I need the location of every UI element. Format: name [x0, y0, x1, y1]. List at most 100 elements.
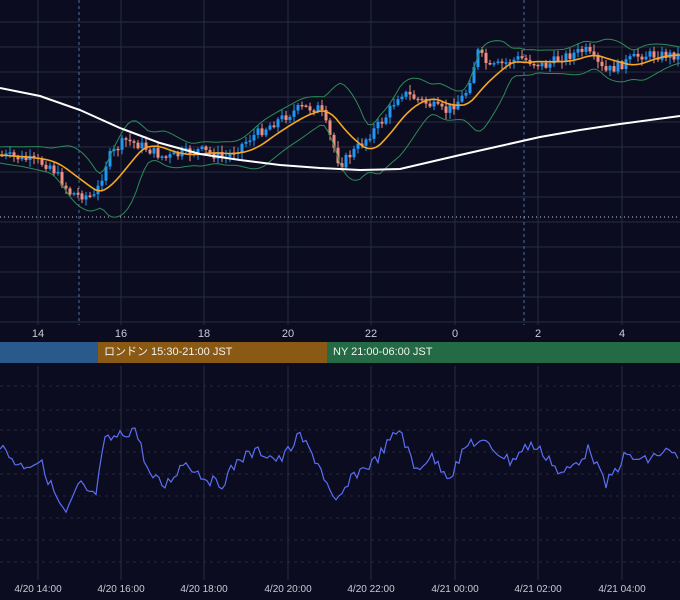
candle-body	[12, 152, 16, 157]
candle-body	[576, 48, 580, 53]
candle-body	[104, 166, 108, 181]
candle-body	[364, 139, 368, 146]
candle-body	[56, 171, 60, 174]
candle-body	[348, 154, 352, 158]
candle-body	[272, 125, 276, 128]
oscillator-chart[interactable]	[0, 366, 680, 580]
candle-body	[152, 148, 156, 154]
candle-body	[480, 49, 484, 53]
oscillator-line	[0, 427, 679, 514]
candle-body	[520, 56, 524, 59]
candle-body	[228, 153, 232, 157]
candle-body	[196, 149, 200, 154]
price-chart[interactable]	[0, 0, 680, 325]
candle-body	[428, 103, 432, 107]
candle-body	[300, 104, 304, 107]
candle-body	[460, 95, 464, 102]
candle-body	[388, 105, 392, 118]
candle-body	[340, 163, 344, 168]
candle-body	[372, 128, 376, 139]
x-tick-label: 20	[281, 328, 295, 340]
candle-body	[244, 141, 248, 144]
candle-body	[412, 94, 416, 99]
candle-body	[240, 143, 244, 153]
candle-body	[500, 61, 504, 64]
candle-body	[164, 156, 168, 158]
candle-body	[100, 180, 104, 186]
candle-body	[48, 165, 52, 169]
candle-body	[396, 99, 400, 105]
candle-body	[648, 51, 652, 57]
candle-body	[4, 153, 8, 156]
candle-body	[148, 149, 152, 154]
candle-body	[16, 156, 20, 160]
candle-body	[368, 138, 372, 141]
session-newyork: NY 21:00-06:00 JST	[327, 342, 680, 363]
candle-body	[608, 66, 612, 71]
candle-body	[132, 141, 136, 143]
x-tick-label: 4/20 16:00	[97, 584, 145, 595]
candle-body	[140, 142, 144, 149]
candle-body	[380, 121, 384, 124]
bollinger-upper-band	[0, 38, 680, 175]
candle-body	[508, 62, 512, 64]
candle-body	[88, 195, 92, 198]
candle-body	[204, 146, 208, 150]
x-tick-label: 22	[364, 328, 378, 340]
candle-body	[200, 146, 204, 150]
candle-body	[540, 62, 544, 67]
candle-body	[252, 134, 256, 141]
candle-body	[392, 104, 396, 107]
candle-body	[292, 110, 296, 117]
candle-body	[464, 92, 468, 96]
candle-body	[284, 115, 288, 120]
candle-body	[580, 48, 584, 52]
moving-average-long	[0, 87, 680, 172]
candle-body	[660, 51, 664, 60]
candle-body	[68, 188, 72, 195]
candle-body	[60, 171, 64, 186]
candle-body	[44, 164, 48, 169]
candle-body	[516, 56, 520, 60]
candle-body	[344, 154, 348, 168]
candle-body	[400, 96, 404, 100]
candle-body	[296, 104, 300, 111]
candle-body	[604, 66, 608, 71]
candles	[0, 42, 680, 206]
candle-body	[8, 152, 12, 154]
candle-body	[76, 193, 80, 195]
session-tokyo	[0, 342, 98, 363]
candle-body	[640, 56, 644, 60]
candle-body	[264, 129, 268, 136]
candle-body	[220, 151, 224, 158]
candle-body	[108, 151, 112, 167]
candle-body	[524, 58, 528, 60]
candle-body	[596, 54, 600, 62]
candle-body	[268, 125, 272, 130]
candle-body	[468, 82, 472, 93]
candle-body	[144, 142, 148, 150]
candle-body	[324, 109, 328, 121]
candle-body	[124, 138, 128, 140]
candle-body	[316, 105, 320, 113]
candle-body	[536, 64, 540, 67]
candle-body	[436, 101, 440, 104]
candle-body	[216, 151, 220, 159]
candle-body	[584, 47, 588, 52]
candle-body	[20, 155, 24, 160]
x-tick-label: 4/20 22:00	[347, 584, 395, 595]
candle-body	[276, 119, 280, 128]
candle-body	[352, 148, 356, 158]
candle-body	[208, 149, 212, 153]
candle-body	[616, 61, 620, 72]
candle-body	[404, 91, 408, 97]
x-tick-label: 18	[197, 328, 211, 340]
candle-body	[504, 62, 508, 64]
candle-body	[612, 66, 616, 72]
x-tick-label: 0	[451, 328, 459, 340]
candle-body	[256, 128, 260, 135]
candle-body	[80, 193, 84, 200]
x-tick-label: 4/20 18:00	[180, 584, 228, 595]
candle-body	[432, 101, 436, 107]
candle-body	[328, 120, 332, 135]
